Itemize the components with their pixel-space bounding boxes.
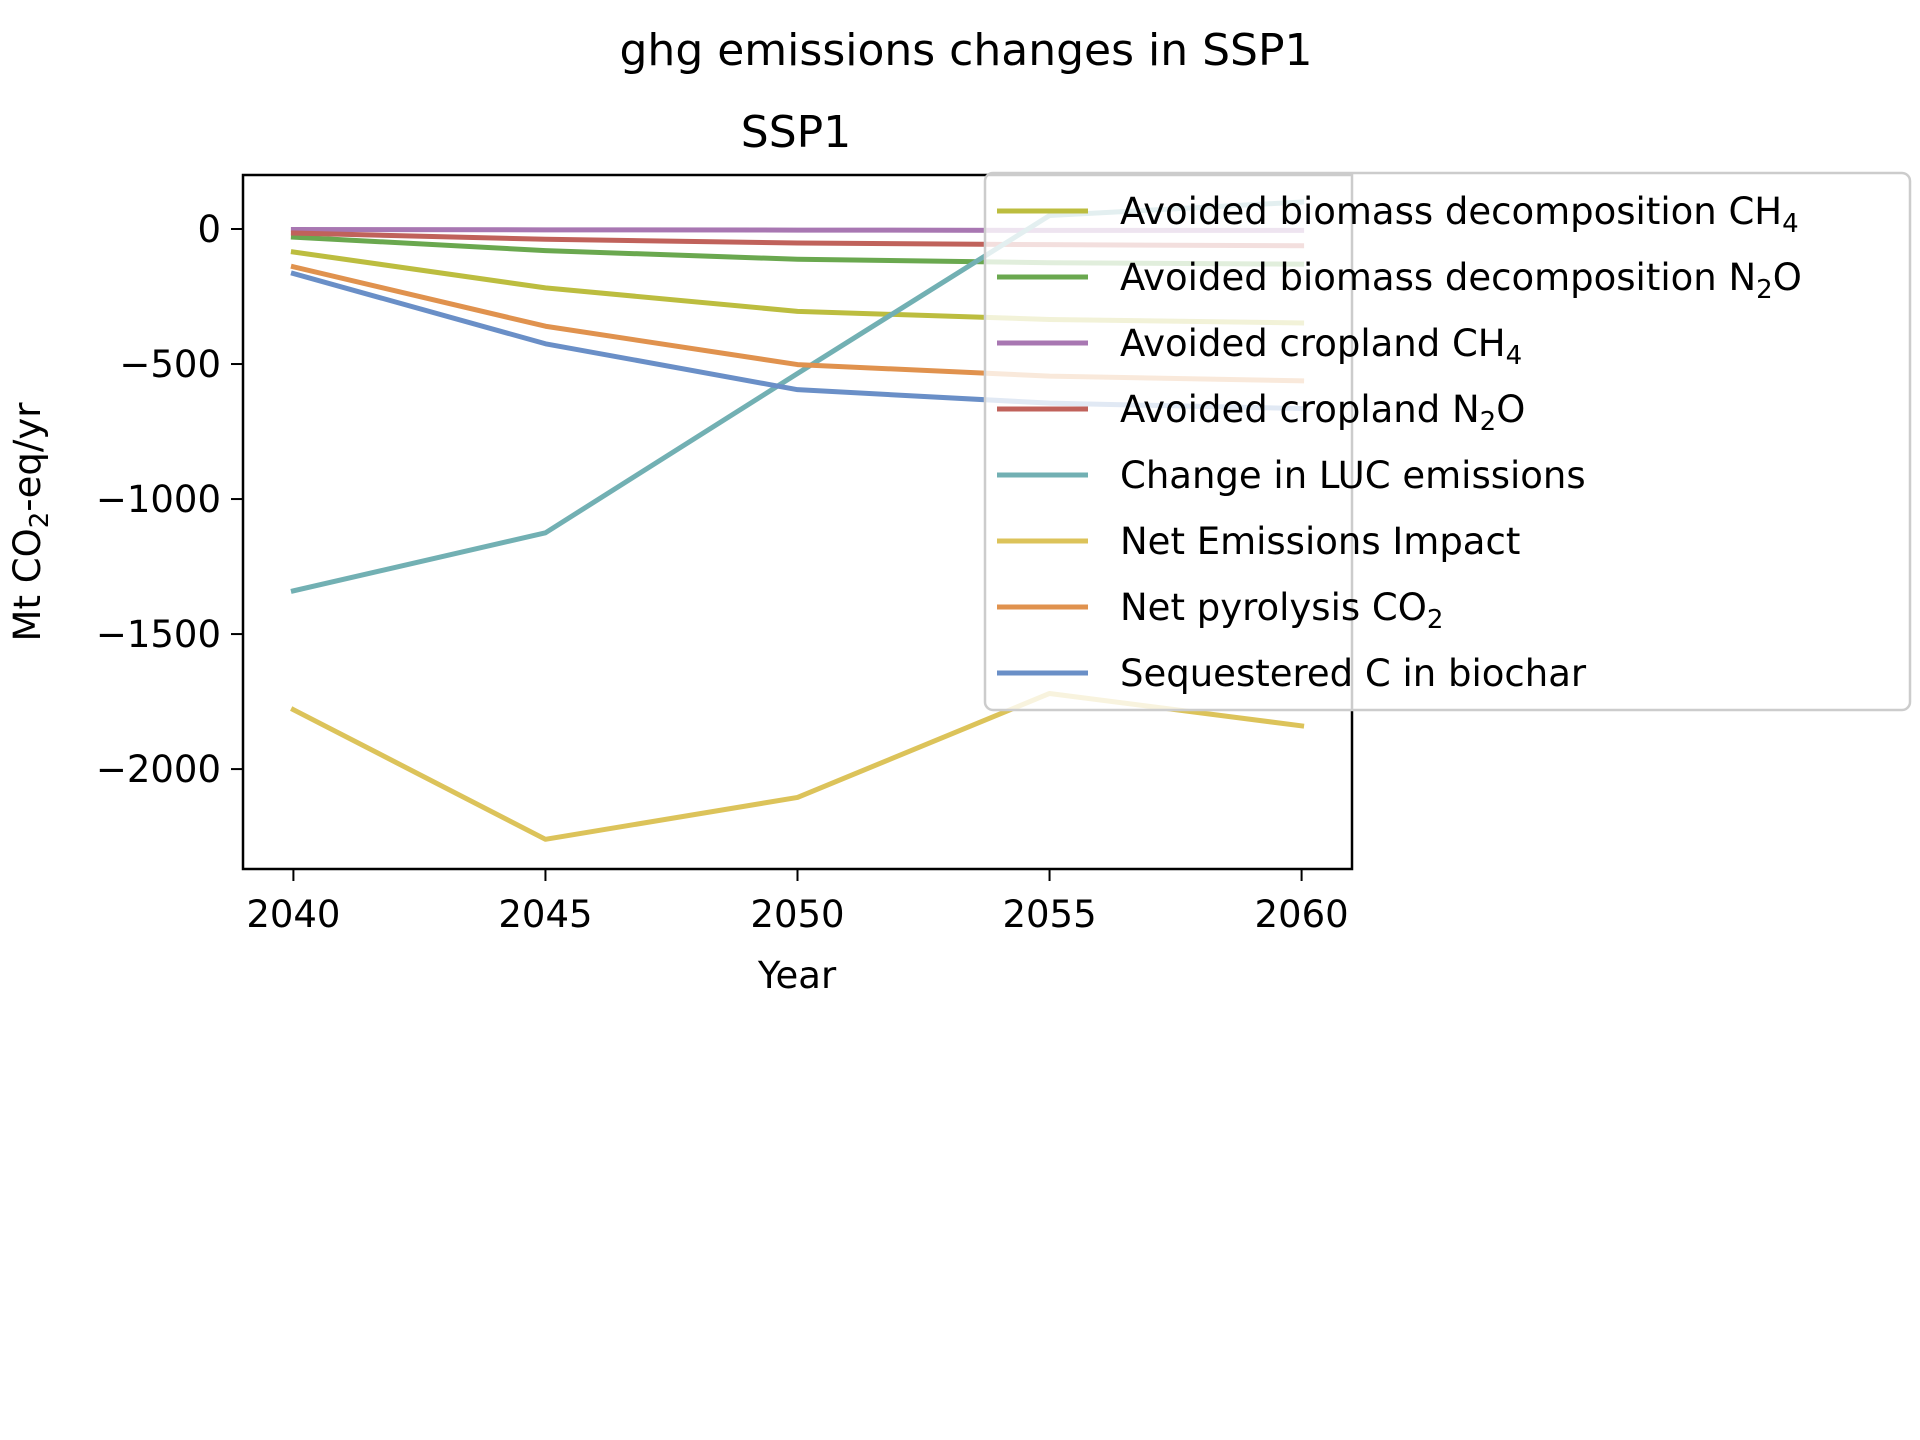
legend-label: Avoided biomass decomposition CH4: [1120, 190, 1799, 239]
y-tick-label: −1000: [96, 478, 221, 521]
y-axis: 0 −500 −1000 −1500 −2000: [96, 208, 243, 791]
legend-label: Avoided cropland CH4: [1120, 322, 1522, 371]
series-line: [290, 690, 1305, 842]
chart-title: SSP1: [741, 107, 851, 158]
x-tick-label: 2050: [750, 893, 844, 936]
legend-label: Change in LUC emissions: [1120, 454, 1586, 497]
legend-label: Avoided biomass decomposition N2O: [1120, 256, 1802, 305]
plot-lines: [290, 199, 1305, 842]
x-tick-label: 2060: [1255, 893, 1349, 936]
legend-box: [983, 171, 1912, 712]
y-tick-label: 0: [197, 208, 221, 251]
legend-label: Net Emissions Impact: [1120, 520, 1520, 563]
chart-suptitle: ghg emissions changes in SSP1: [620, 25, 1313, 76]
legend-label: Sequestered C in biochar: [1120, 652, 1587, 695]
y-tick-label: −500: [119, 343, 221, 386]
x-tick-label: 2045: [498, 893, 592, 936]
x-axis: 2040 2045 2050 2055 2060: [246, 869, 1349, 936]
legend-label: Avoided cropland N2O: [1120, 388, 1525, 437]
y-tick-label: −2000: [96, 748, 221, 791]
x-tick-label: 2040: [246, 893, 340, 936]
y-tick-label: −1500: [96, 613, 221, 656]
legend: Avoided biomass decomposition CH4 Avoided…: [983, 171, 1912, 712]
x-tick-label: 2055: [1002, 893, 1096, 936]
x-axis-label: Year: [757, 954, 837, 997]
y-axis-label: Mt CO2-eq/yr: [6, 402, 55, 642]
legend-label: Net pyrolysis CO2: [1120, 586, 1443, 635]
